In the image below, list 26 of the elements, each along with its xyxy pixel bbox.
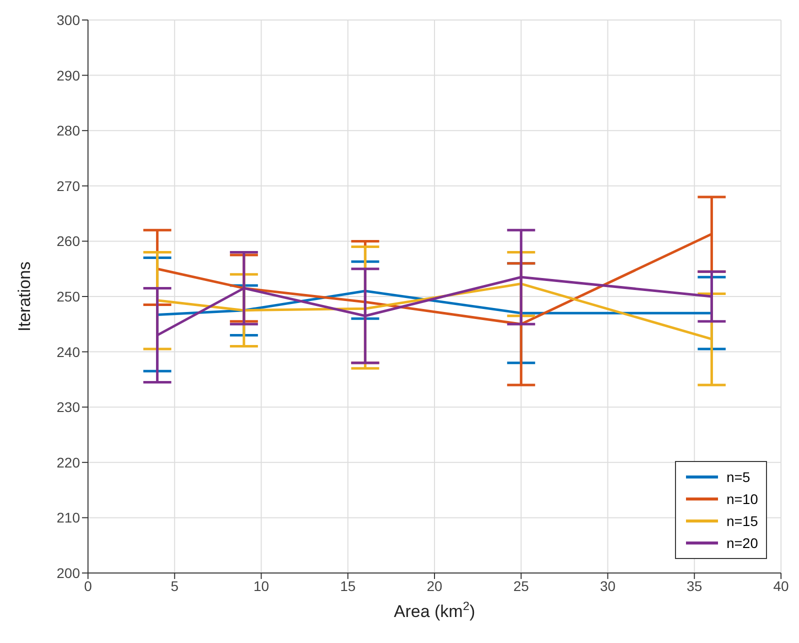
y-tick-label: 270 xyxy=(56,178,80,194)
y-tick-label: 200 xyxy=(56,564,80,581)
legend-label: n=5 xyxy=(726,469,750,485)
x-axis-title: Area (km$^{2}$) xyxy=(394,599,476,621)
legend-label: n=15 xyxy=(726,513,758,529)
x-tick-label: 10 xyxy=(253,578,270,594)
x-tick-label: 0 xyxy=(84,578,92,594)
y-tick-label: 260 xyxy=(56,233,80,250)
y-tick-label: 280 xyxy=(56,122,80,139)
y-tick-label: 250 xyxy=(56,288,80,304)
y-tick-label: 290 xyxy=(56,67,80,84)
y-tick-label: 230 xyxy=(56,399,80,416)
y-tick-label: 210 xyxy=(56,510,80,526)
y-axis-title: Iterations xyxy=(15,262,34,332)
x-tick-label: 35 xyxy=(686,578,702,594)
y-tick-label: 240 xyxy=(56,344,80,360)
y-tick-label: 300 xyxy=(56,12,80,28)
x-tick-label: 20 xyxy=(426,578,442,594)
legend-label: n=10 xyxy=(726,491,758,507)
x-tick-label: 15 xyxy=(340,578,356,594)
x-tick-label: 40 xyxy=(773,578,789,594)
legend-label: n=20 xyxy=(726,535,758,551)
x-tick-label: 30 xyxy=(600,578,616,594)
y-tick-label: 220 xyxy=(56,454,80,470)
x-tick-label: 5 xyxy=(170,578,179,594)
x-tick-label: 25 xyxy=(513,578,530,594)
